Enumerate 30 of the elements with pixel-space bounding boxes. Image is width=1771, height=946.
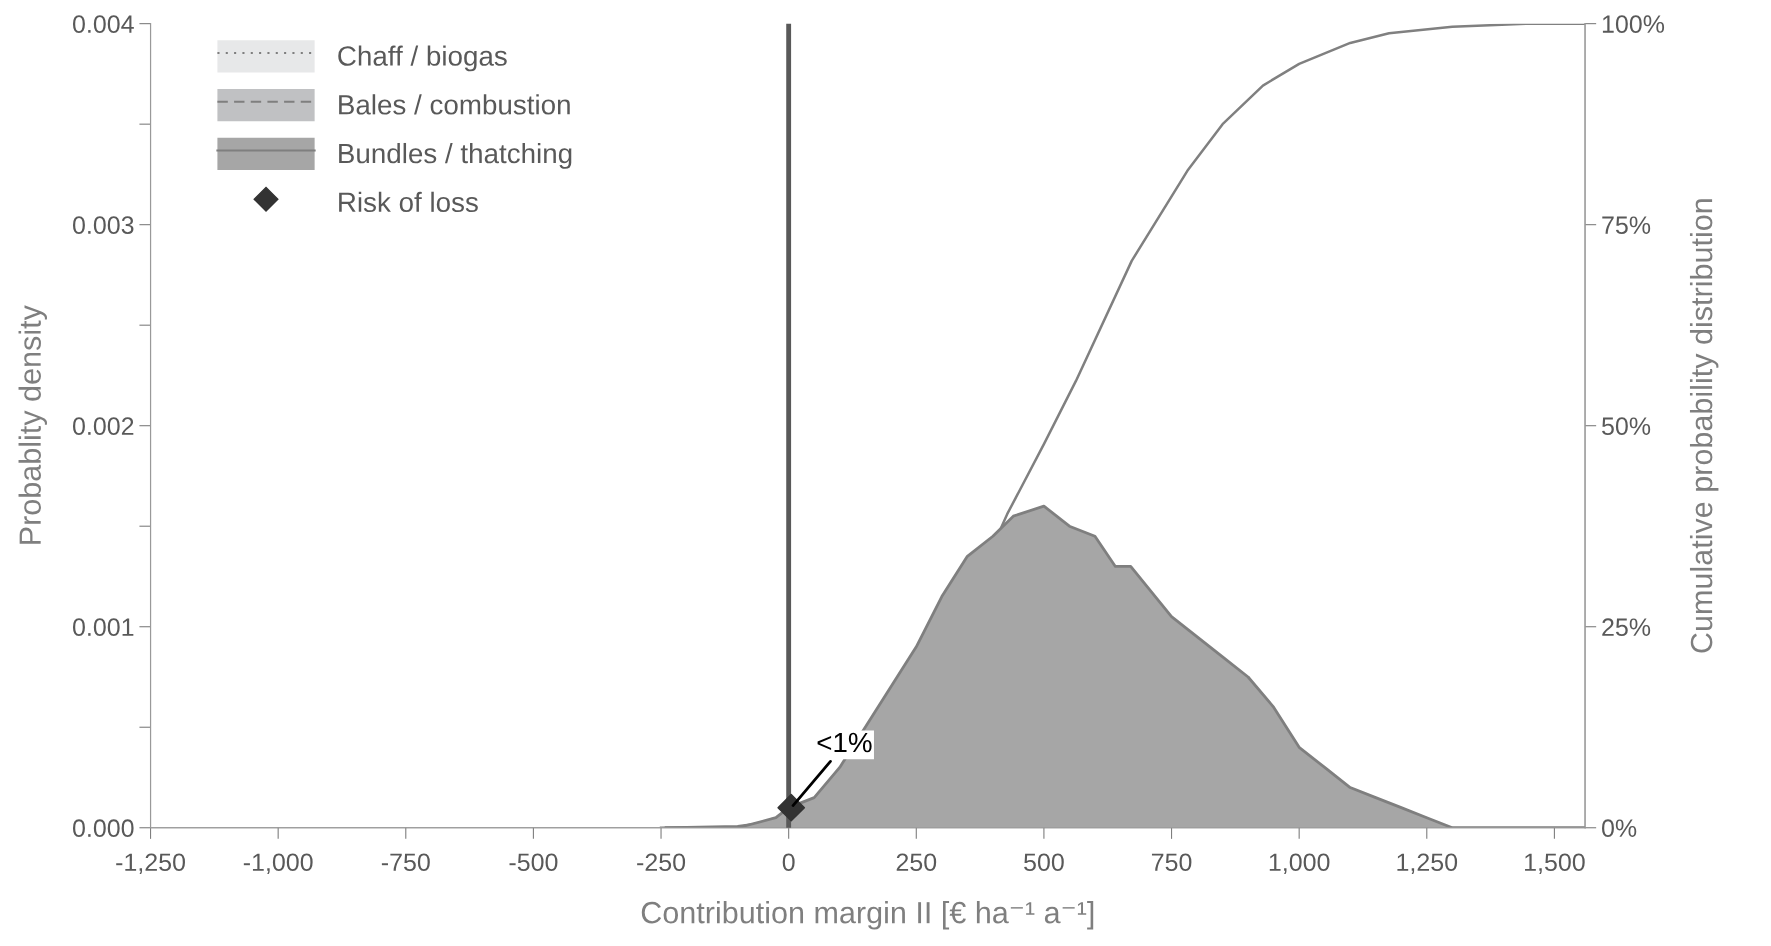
legend-label: Bales / combustion [339, 94, 570, 115]
annotation: <1% [817, 732, 872, 753]
y-tick-label: 0.004 [72, 15, 134, 33]
x-tick-label: -750 [381, 853, 430, 872]
y-tick-label: 0.001 [72, 618, 134, 637]
x-tick-label: 750 [1151, 853, 1192, 872]
y2-axis-title: Cumulative probability distribution [1689, 199, 1719, 653]
y2-tick-label: 0% [1601, 819, 1637, 838]
y2-tick-label: 25% [1602, 618, 1651, 637]
x-axis-title: Contribution margin II [€ ha⁻¹ a⁻¹] [641, 901, 1094, 930]
x-tick-label: 1,000 [1269, 853, 1330, 875]
x-tick-label: 1,250 [1397, 853, 1458, 875]
legend-label: Bundles / thatching [339, 142, 572, 169]
x-tick-label: 1,500 [1525, 853, 1585, 875]
y2-tick-label: 75% [1602, 216, 1651, 234]
x-tick-label: -1,000 [243, 853, 313, 875]
x-tick-label: 250 [896, 853, 937, 872]
y-tick-label: 0.002 [72, 417, 134, 435]
y2-tick-label: 50% [1602, 417, 1651, 435]
x-tick-label: 0 [782, 853, 795, 872]
y2-tick-label: 100% [1602, 15, 1665, 33]
y-tick-label: 0.000 [72, 819, 134, 838]
x-tick-label: 500 [1024, 853, 1064, 872]
legend-label: Risk of loss [339, 191, 478, 213]
x-tick-label: -500 [509, 853, 558, 872]
x-tick-label: -1,250 [116, 853, 185, 875]
y-tick-label: 0.003 [72, 216, 134, 234]
legend-label: Chaff / biogas [338, 45, 507, 72]
y-axis-title: Probablity density [18, 305, 48, 544]
x-tick-label: -250 [637, 853, 686, 872]
